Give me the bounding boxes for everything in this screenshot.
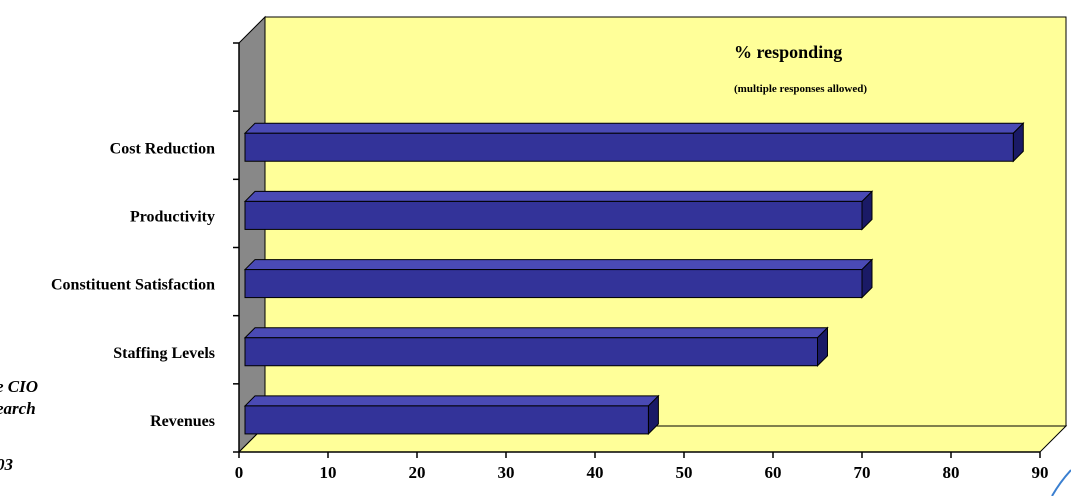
bar-series xyxy=(243,122,1025,436)
x-tick-label: 90 xyxy=(1032,463,1049,482)
category-label: Cost Reduction xyxy=(110,140,215,157)
category-label: Productivity xyxy=(130,208,215,225)
x-tick-label: 10 xyxy=(320,463,337,482)
x-tick-label: 70 xyxy=(854,463,871,482)
bar-front-face xyxy=(244,200,863,230)
x-tick-label: 20 xyxy=(409,463,426,482)
bar-top-face xyxy=(243,190,874,202)
x-axis-ticks: 0 10 20 30 40 50 60 70 80 90 xyxy=(235,452,1049,482)
legend-title: % responding xyxy=(734,42,842,62)
bar-cost-reduction xyxy=(243,122,1025,163)
bar-revenues xyxy=(243,394,660,436)
decorative-arc xyxy=(1051,469,1071,496)
bar-productivity xyxy=(243,190,874,231)
bar-top-face xyxy=(243,259,874,271)
bar-constituent-satisfaction xyxy=(243,258,874,299)
side-text-line-3: 03 xyxy=(0,455,14,474)
category-labels: Cost Reduction Productivity Constituent Sa… xyxy=(51,140,215,430)
bar-front-face xyxy=(244,269,863,299)
legend-subtitle: (multiple responses allowed) xyxy=(734,83,867,95)
x-tick-label: 40 xyxy=(587,463,604,482)
category-label: Revenues xyxy=(150,413,215,430)
bar-top-face xyxy=(243,327,829,339)
bar-front-face xyxy=(244,132,1014,162)
x-tick-label: 80 xyxy=(943,463,960,482)
x-tick-label: 0 xyxy=(235,463,244,482)
category-label: Constituent Satisfaction xyxy=(51,277,215,294)
bar-front-face xyxy=(244,405,649,435)
side-text-line-2: earch xyxy=(0,399,36,418)
x-tick-label: 50 xyxy=(676,463,693,482)
chart-side-wall xyxy=(238,15,266,454)
x-tick-label: 30 xyxy=(498,463,515,482)
bar-staffing-levels xyxy=(243,326,829,367)
bar-top-face xyxy=(243,122,1025,134)
y-axis-ticks xyxy=(233,42,239,453)
category-label: Staffing Levels xyxy=(113,345,215,362)
bar-top-face xyxy=(243,395,660,407)
side-text-line-1: e CIO xyxy=(0,377,38,396)
x-tick-label: 60 xyxy=(765,463,782,482)
bar-front-face xyxy=(244,337,818,367)
